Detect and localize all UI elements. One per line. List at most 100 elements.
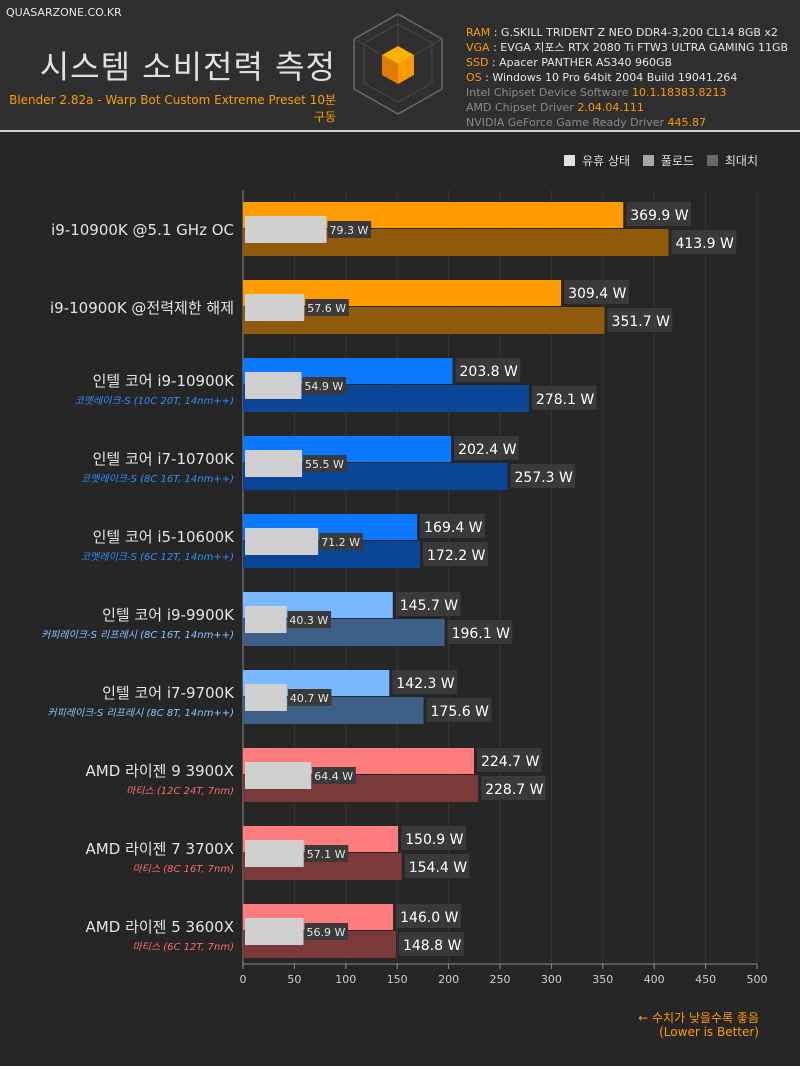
idle-label-bg [327, 221, 372, 238]
load-value-label: 142.3 W [396, 676, 455, 692]
max-label-bg [607, 308, 673, 332]
category-sublabel: 마티스 (6C 12T, 7nm) [132, 941, 234, 953]
category-label: i9-10900K @5.1 GHz OC [51, 221, 234, 239]
bar-idle [245, 372, 302, 399]
bar-idle [245, 606, 287, 633]
load-value-label: 203.8 W [460, 364, 519, 380]
spec-ram: RAM : G.SKILL TRIDENT Z NEO DDR4-3,200 C… [466, 26, 778, 39]
category-sublabel: 마티스 (8C 16T, 7nm) [132, 863, 234, 875]
idle-label-bg [287, 611, 332, 628]
page-subtitle: Blender 2.82a - Warp Bot Custom Extreme … [9, 93, 336, 124]
max-label-bg [447, 620, 513, 644]
page-title: 시스템 소비전력 측정 [39, 48, 336, 86]
load-value-label: 169.4 W [424, 520, 483, 536]
idle-value-label: 55.5 W [305, 458, 344, 471]
legend-item-max: 최대치 [706, 152, 758, 169]
bar-idle [245, 528, 319, 555]
load-value-label: 146.0 W [400, 910, 459, 926]
bar-idle [245, 918, 304, 945]
max-value-label: 175.6 W [431, 704, 490, 720]
max-label-bg [531, 386, 597, 410]
spec-vga: VGA : EVGA 지포스 RTX 2080 Ti FTW3 ULTRA GA… [466, 41, 789, 54]
load-label-bg [395, 592, 461, 616]
idle-label-bg [319, 533, 363, 550]
category-sublabel: 커피레이크-S 리프레시 (8C 8T, 14nm++) [47, 707, 234, 719]
idle-value-label: 71.2 W [321, 536, 360, 549]
category-sublabel: 코멧레이크-S (10C 20T, 14nm++) [75, 395, 234, 407]
category-label: 인텔 코어 i9-10900K [93, 372, 236, 390]
max-label-bg [671, 230, 737, 254]
idle-value-label: 57.6 W [307, 302, 346, 315]
max-label-bg [481, 776, 546, 800]
idle-value-label: 40.7 W [290, 692, 329, 705]
driver-amd-chipset: AMD Chipset Driver 2.04.04.111 [466, 101, 644, 114]
max-label-bg [426, 698, 492, 722]
load-label-bg [401, 826, 466, 850]
x-tick-label: 0 [240, 973, 247, 986]
x-tick-label: 250 [490, 973, 511, 986]
max-label-bg [423, 542, 488, 566]
load-value-label: 369.9 W [630, 208, 689, 224]
x-tick-label: 150 [387, 973, 408, 986]
load-label-bg [392, 670, 458, 694]
bar-idle [245, 294, 305, 321]
load-label-bg [476, 748, 542, 772]
idle-label-bg [303, 455, 347, 472]
idle-value-label: 79.3 W [330, 224, 369, 237]
load-label-bg [455, 358, 521, 382]
category-label: AMD 라이젠 7 3700X [86, 840, 234, 858]
x-tick-label: 50 [287, 973, 301, 986]
category-label: 인텔 코어 i5-10600K [93, 528, 236, 546]
power-consumption-chart: 0 50 100 150 200 250 300 350 400 450 500 79.3 W 369.… [41, 190, 768, 986]
x-tick-label: 350 [592, 973, 613, 986]
category-label: AMD 라이젠 9 3900X [86, 762, 234, 780]
load-value-label: 309.4 W [568, 286, 627, 302]
load-label-bg [626, 202, 692, 226]
idle-label-bg [302, 377, 347, 394]
max-label-bg [510, 464, 576, 488]
category-label: i9-10900K @전력제한 해제 [50, 299, 234, 317]
category-sublabel: 코멧레이크-S (6C 12T, 14nm++) [81, 551, 234, 563]
bar-idle [245, 450, 303, 477]
bar-idle [245, 684, 287, 711]
idle-label-bg [305, 299, 349, 316]
category-label: 인텔 코어 i7-9700K [102, 684, 235, 702]
site-name: QUASARZONE.CO.KR [6, 6, 122, 19]
spec-ssd: SSD : Apacer PANTHER AS340 960GB [466, 56, 673, 69]
max-label-bg [398, 932, 464, 956]
bar-idle [245, 216, 327, 243]
idle-value-label: 64.4 W [314, 770, 353, 783]
legend-swatch-max [706, 155, 718, 166]
idle-value-label: 57.1 W [307, 848, 346, 861]
category-label: AMD 라이젠 5 3600X [86, 918, 234, 936]
quasarzone-cube-logo-icon [353, 13, 443, 115]
x-tick-label: 300 [541, 973, 562, 986]
legend-item-idle: 유휴 상태 [564, 152, 630, 169]
idle-value-label: 56.9 W [306, 926, 345, 939]
load-label-bg [396, 904, 461, 928]
max-value-label: 278.1 W [536, 392, 595, 408]
category-sublabel: 마티스 (12C 24T, 7nm) [126, 785, 234, 797]
legend-swatch-load [642, 155, 654, 166]
load-label-bg [454, 436, 519, 460]
category-label: 인텔 코어 i7-10700K [93, 450, 236, 468]
load-value-label: 224.7 W [481, 754, 540, 770]
lower-is-better-note: ← 수치가 낮을수록 좋음 (Lower is Better) [638, 1011, 759, 1039]
idle-value-label: 54.9 W [304, 380, 343, 393]
idle-value-label: 40.3 W [289, 614, 328, 627]
idle-label-bg [312, 767, 356, 784]
max-value-label: 257.3 W [515, 470, 574, 486]
max-value-label: 228.7 W [485, 782, 544, 798]
driver-intel-chipset: Intel Chipset Device Software 10.1.18383… [466, 86, 727, 99]
max-label-bg [404, 854, 470, 878]
max-value-label: 351.7 W [612, 314, 671, 330]
max-value-label: 196.1 W [452, 626, 511, 642]
bar-idle [245, 840, 304, 867]
idle-label-bg [287, 689, 332, 706]
legend-swatch-idle [564, 155, 576, 166]
x-tick-label: 100 [335, 973, 356, 986]
load-label-bg [564, 280, 629, 304]
category-sublabel: 코멧레이크-S (8C 16T, 14nm++) [81, 473, 234, 485]
max-value-label: 172.2 W [427, 548, 486, 564]
idle-label-bg [304, 923, 349, 940]
